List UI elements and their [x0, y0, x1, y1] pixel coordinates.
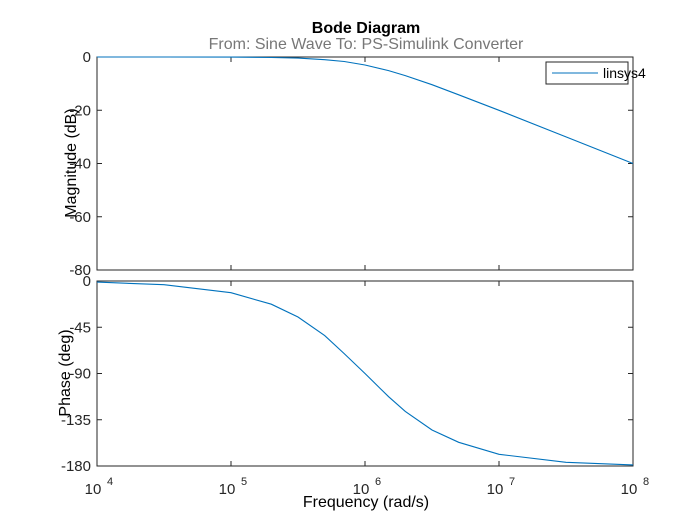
- ph-y-tick-label: -90: [69, 366, 91, 383]
- ph-y-tick-label: -45: [69, 319, 91, 336]
- phase-y-ticks: 0 -45 -90 -135 -180: [61, 273, 633, 475]
- phase-curve: [96, 281, 634, 466]
- mag-y-tick-label: -40: [69, 156, 91, 173]
- phase-x-ticks: [96, 281, 634, 466]
- x-tick-label-exponent: 5: [241, 476, 247, 488]
- magnitude-y-axis-label: Magnitude (dB): [63, 108, 80, 217]
- mag-y-tick-label: -20: [69, 102, 91, 119]
- magnitude-x-ticks: [96, 57, 634, 270]
- x-axis-label: Frequency (rad/s): [303, 494, 429, 511]
- x-tick-labels: 10 4 10 5 10 6 10 7 10 8: [85, 476, 649, 498]
- x-tick-label: 10: [219, 481, 236, 498]
- mag-y-tick-label: -80: [69, 262, 91, 279]
- x-tick-label-exponent: 7: [509, 476, 515, 488]
- phase-panel: 0 -45 -90 -135 -180 Phase (deg): [57, 273, 634, 475]
- phase-y-axis-label: Phase (deg): [57, 329, 74, 416]
- magnitude-y-ticks: 0 -20 -40 -60 -80: [69, 49, 633, 279]
- magnitude-plot-frame: [96, 56, 634, 271]
- x-tick-label: 10: [85, 481, 102, 498]
- ph-y-tick-label: -135: [61, 412, 91, 429]
- x-tick-label: 10: [621, 481, 638, 498]
- x-tick-label: 10: [487, 481, 504, 498]
- ph-y-tick-label: -180: [61, 458, 91, 475]
- x-tick-label-exponent: 8: [643, 476, 649, 488]
- chart-title: Bode Diagram: [312, 20, 420, 37]
- x-tick-label: 10: [353, 481, 370, 498]
- mag-y-tick-label: 0: [83, 49, 91, 66]
- magnitude-panel: 0 -20 -40 -60 -80 Magnitude (dB): [63, 49, 634, 279]
- legend: linsys4: [545, 61, 646, 85]
- mag-y-tick-label: -60: [69, 209, 91, 226]
- magnitude-curve: [97, 56, 634, 165]
- x-tick-label-exponent: 4: [107, 476, 113, 488]
- ph-y-tick-label: 0: [83, 273, 91, 290]
- legend-entry-linsys4: linsys4: [603, 65, 646, 81]
- x-tick-label-exponent: 6: [375, 476, 381, 488]
- chart-subtitle: From: Sine Wave To: PS-Simulink Converte…: [209, 36, 524, 53]
